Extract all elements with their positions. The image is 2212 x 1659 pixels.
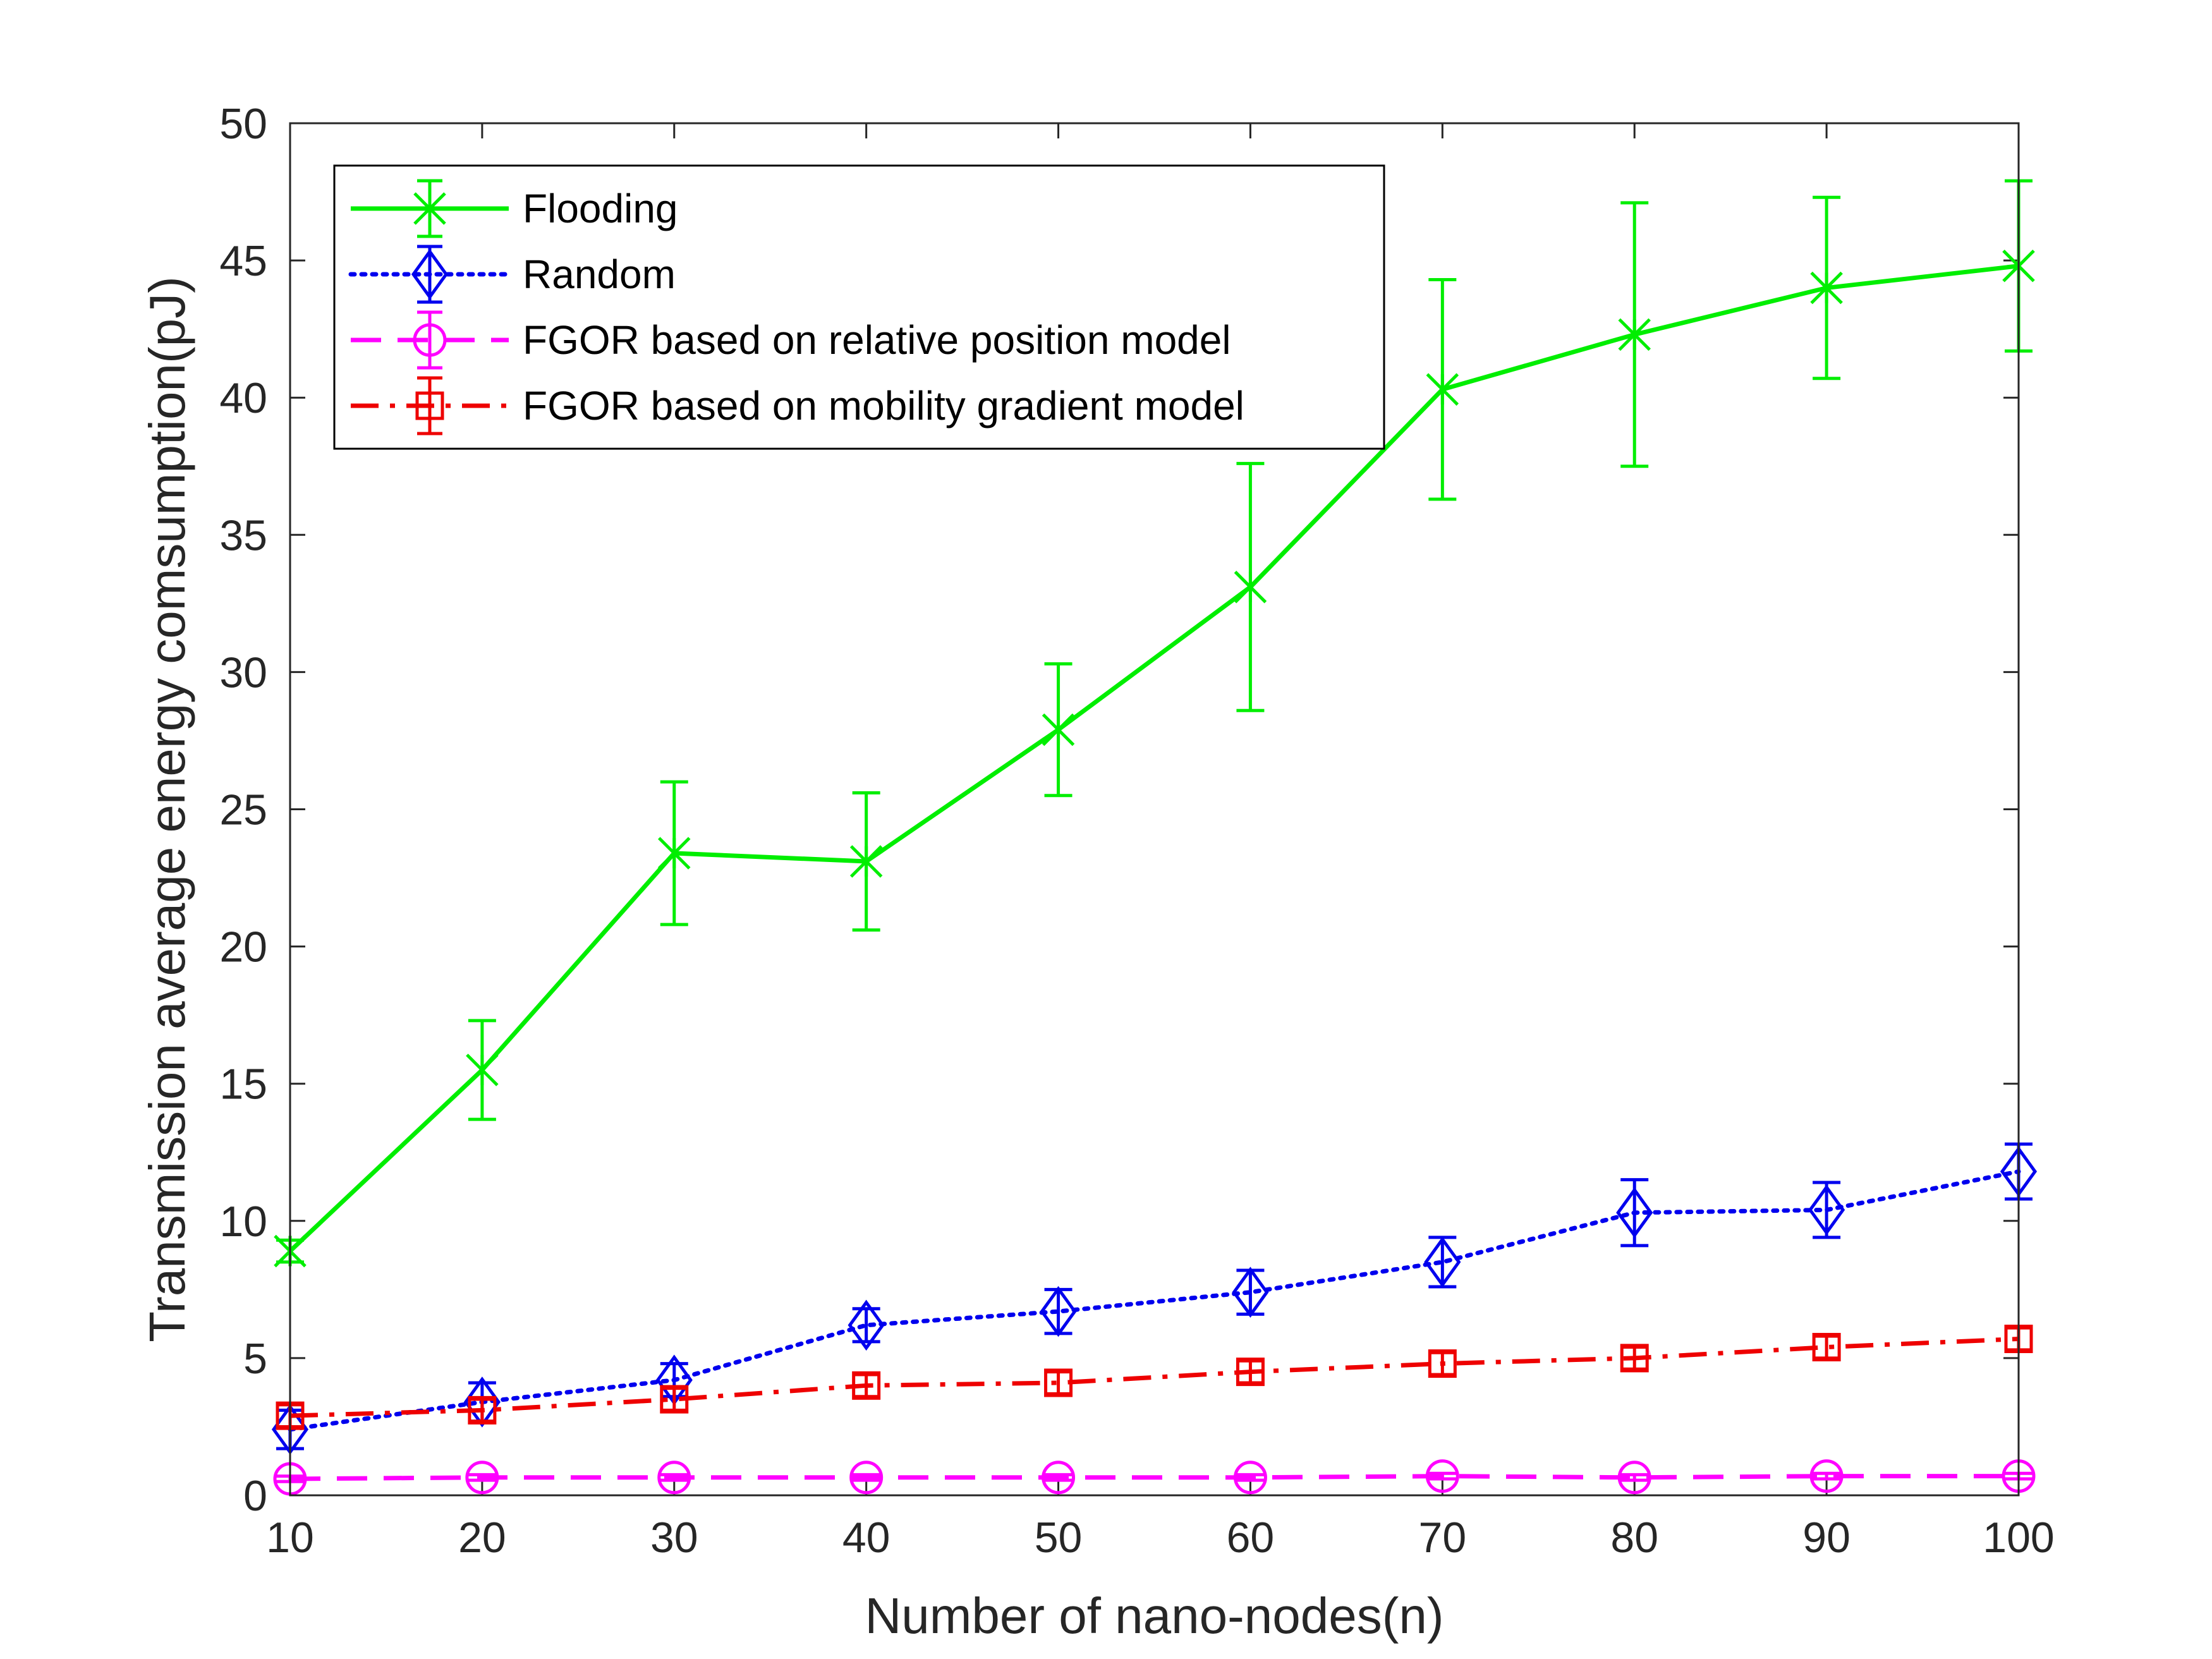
error-bar xyxy=(1813,1471,1841,1481)
y-tick-label: 0 xyxy=(243,1472,267,1520)
y-tick-label: 10 xyxy=(219,1198,267,1246)
data-point xyxy=(1620,1344,1649,1373)
error-bar xyxy=(1813,1334,1841,1360)
legend: Flooding Random FGOR based on relative pos… xyxy=(333,164,1385,450)
error-bar xyxy=(852,1373,880,1399)
data-point xyxy=(466,1054,499,1086)
data-point xyxy=(660,1385,689,1414)
data-point xyxy=(465,1461,499,1495)
y-axis-title: Transmission average energy comsumption(… xyxy=(139,276,195,1342)
series-line xyxy=(288,1169,2021,1432)
data-point xyxy=(1236,1358,1265,1387)
error-bar xyxy=(1428,1471,1457,1481)
legend-marker xyxy=(413,323,447,357)
series-3 xyxy=(276,1325,2033,1430)
data-point xyxy=(1233,1461,1267,1495)
x-tick-label: 20 xyxy=(458,1514,506,1562)
x-tick-label: 30 xyxy=(650,1514,698,1562)
legend-marker xyxy=(411,248,449,300)
error-bar xyxy=(468,1473,496,1482)
series-0 xyxy=(274,179,2035,1268)
y-tick-label: 35 xyxy=(219,511,267,559)
series-line xyxy=(289,1337,2019,1418)
data-point xyxy=(1812,1333,1841,1362)
data-point xyxy=(1234,571,1267,604)
x-tick-label: 40 xyxy=(842,1514,890,1562)
data-point xyxy=(1810,271,1843,305)
data-point xyxy=(657,1461,691,1495)
error-bar xyxy=(1236,1473,1265,1482)
data-point xyxy=(1616,1187,1653,1239)
x-axis-title: Number of nano-nodes(n) xyxy=(865,1588,1443,1644)
error-bar xyxy=(1620,1346,1649,1371)
error-bar xyxy=(1044,1370,1073,1395)
data-point xyxy=(1424,1236,1461,1288)
legend-item: FGOR based on mobility gradient model xyxy=(351,376,1244,435)
data-point xyxy=(1425,1459,1459,1493)
data-point xyxy=(1232,1267,1269,1318)
plot-area xyxy=(271,179,2038,1496)
error-bar xyxy=(1813,1181,1841,1239)
x-tick-label: 60 xyxy=(1227,1514,1275,1562)
error-bar xyxy=(1428,1236,1457,1289)
data-point xyxy=(1808,1184,1845,1236)
data-point xyxy=(852,1371,881,1400)
error-bar xyxy=(1044,1473,1073,1482)
series-line xyxy=(288,264,2019,1253)
data-point xyxy=(1809,1459,1844,1493)
data-point xyxy=(1428,1349,1457,1378)
data-point xyxy=(1042,713,1075,746)
error-bar xyxy=(852,1307,880,1344)
data-point xyxy=(463,1376,501,1428)
y-tick-label: 50 xyxy=(219,100,267,148)
legend-label: FGOR based on mobility gradient model xyxy=(523,383,1244,428)
axis-ticks: 10 20 30 40 50 60 70 80 90 100 0 5 10 15 20 25 30 35 40 45 5… xyxy=(219,100,2054,1562)
x-tick-label: 50 xyxy=(1035,1514,1083,1562)
y-tick-label: 30 xyxy=(219,648,267,696)
data-point xyxy=(1040,1285,1077,1337)
axes-frame xyxy=(289,122,2020,1497)
data-point xyxy=(1618,318,1651,351)
x-tick-label: 70 xyxy=(1419,1514,1467,1562)
legend-item: FGOR based on relative position model xyxy=(351,310,1231,370)
data-point xyxy=(468,1395,497,1425)
legend-box xyxy=(333,164,1385,450)
y-tick-label: 20 xyxy=(219,923,267,971)
data-point xyxy=(848,1299,885,1351)
series-2 xyxy=(273,1459,2036,1496)
error-bar xyxy=(1236,1359,1265,1385)
error-bar xyxy=(1428,1351,1457,1376)
legend-label: Flooding xyxy=(523,186,678,231)
data-point xyxy=(1426,373,1459,406)
y-tick-label: 25 xyxy=(219,786,267,834)
y-tick-label: 5 xyxy=(243,1335,267,1383)
x-tick-label: 10 xyxy=(266,1514,314,1562)
error-bar xyxy=(660,1473,688,1482)
series-line xyxy=(289,1474,2019,1481)
error-bar xyxy=(660,1387,688,1412)
error-bar xyxy=(1620,1473,1649,1482)
legend-item: Random xyxy=(348,245,676,304)
legend-item: Flooding xyxy=(351,179,678,238)
x-tick-label: 100 xyxy=(1983,1514,2054,1562)
data-point xyxy=(849,1461,884,1495)
data-point xyxy=(1042,1461,1076,1495)
x-tick-label: 90 xyxy=(1802,1514,1850,1562)
legend-marker xyxy=(415,391,444,420)
x-tick-label: 80 xyxy=(1610,1514,1658,1562)
data-point xyxy=(1617,1461,1651,1495)
legend-label: FGOR based on relative position model xyxy=(523,317,1231,363)
legend-label: Random xyxy=(523,252,676,297)
data-point xyxy=(849,845,883,878)
error-bar xyxy=(468,1397,496,1423)
data-point xyxy=(1044,1368,1073,1397)
data-point xyxy=(658,837,691,870)
y-tick-label: 40 xyxy=(219,374,267,422)
y-tick-label: 15 xyxy=(219,1060,267,1109)
error-bar xyxy=(852,1473,880,1482)
y-tick-label: 45 xyxy=(219,237,267,285)
legend-marker xyxy=(413,192,446,225)
